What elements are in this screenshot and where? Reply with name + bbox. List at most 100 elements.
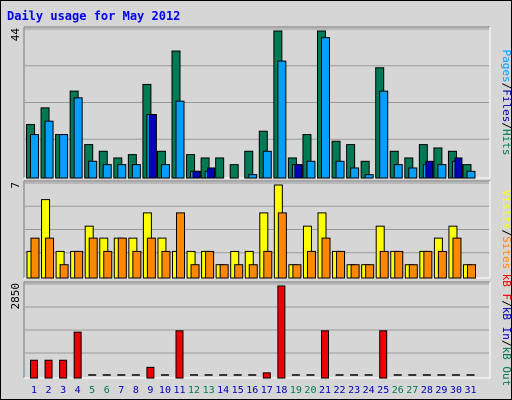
pages-bar xyxy=(294,164,303,179)
day-label: 29 xyxy=(435,385,447,396)
day-label: 20 xyxy=(304,385,316,396)
files-bar xyxy=(59,134,69,179)
day-label: 15 xyxy=(232,385,244,396)
files-bar xyxy=(175,100,185,179)
sites-bar xyxy=(277,212,287,279)
day-label: 12 xyxy=(188,385,200,396)
sites-bar xyxy=(117,237,127,279)
files-bar xyxy=(131,164,141,179)
files-bar xyxy=(88,160,98,179)
files-bar xyxy=(466,170,476,179)
day-label: 5 xyxy=(89,385,95,396)
sites-bar xyxy=(219,264,229,279)
sites-bar xyxy=(132,250,142,279)
day-label: 18 xyxy=(275,385,287,396)
files-bar xyxy=(364,174,374,179)
sites-bar xyxy=(423,250,433,279)
kbf-bar xyxy=(321,330,329,379)
files-bar xyxy=(73,97,83,179)
day-label: 9 xyxy=(147,385,153,396)
day-label: 30 xyxy=(450,385,462,396)
day-label: 4 xyxy=(75,385,81,396)
files-bar xyxy=(277,60,287,179)
day-label: 22 xyxy=(334,385,346,396)
axis-label-part: Visits xyxy=(500,190,511,230)
hits-axis-label: Pages/Files/Hits xyxy=(500,50,511,156)
axis-label-part: kB Out xyxy=(500,347,511,387)
pages-bar xyxy=(454,157,463,179)
sites-bar xyxy=(74,250,84,279)
files-bar xyxy=(437,164,447,179)
files-bar xyxy=(379,90,389,179)
sites-bar xyxy=(365,264,375,279)
day-label: 16 xyxy=(246,385,258,396)
sites-bar xyxy=(205,250,215,279)
sites-bar xyxy=(103,250,113,279)
axis-label-part: Pages xyxy=(500,50,511,83)
sites-bar xyxy=(379,250,389,279)
day-label: 2 xyxy=(46,385,52,396)
day-label: 26 xyxy=(392,385,404,396)
day-label: 8 xyxy=(133,385,139,396)
sites-bar xyxy=(437,250,447,279)
axis-label-part: / xyxy=(500,340,511,347)
sites-bar xyxy=(161,250,171,279)
files-bar xyxy=(30,134,39,179)
sites-bar xyxy=(88,237,98,279)
files-bar xyxy=(335,160,345,179)
files-bar xyxy=(44,120,54,179)
sites-bar xyxy=(394,250,404,279)
kbf-bar xyxy=(175,330,184,379)
day-label: 6 xyxy=(104,385,110,396)
hits-bar xyxy=(244,150,254,179)
sites-bar xyxy=(263,250,273,279)
kbytes-axis-label: kB F/kB In/kB Out xyxy=(500,274,511,387)
kbf-bar xyxy=(30,359,38,379)
day-label: 25 xyxy=(377,385,389,396)
sites-bar xyxy=(176,212,185,279)
chart-title: Daily usage for May 2012 xyxy=(7,9,181,23)
pages-bar xyxy=(148,114,157,179)
kbf-bar xyxy=(59,359,68,379)
kbf-bar xyxy=(379,330,388,379)
day-label: 31 xyxy=(464,385,476,396)
day-label: 7 xyxy=(118,385,124,396)
files-bar xyxy=(393,164,403,179)
hits-bar xyxy=(215,157,225,179)
day-label: 13 xyxy=(203,385,215,396)
axis-label-part: kB F xyxy=(500,274,511,301)
day-label: 21 xyxy=(319,385,331,396)
kbytes-ymax-label: 2850 xyxy=(9,283,22,310)
kbf-bar xyxy=(262,372,271,379)
kbf-bar xyxy=(146,366,155,379)
day-label: 1 xyxy=(31,385,37,396)
axis-label-part: Sites xyxy=(500,236,511,269)
visits-axis-label: Visits/Sites xyxy=(500,190,511,270)
day-label: 27 xyxy=(406,385,418,396)
day-label: 28 xyxy=(421,385,433,396)
axis-label-part: / xyxy=(500,122,511,129)
day-label: 10 xyxy=(159,385,171,396)
day-label: 14 xyxy=(217,385,229,396)
axis-label-part: / xyxy=(500,230,511,237)
day-label: 17 xyxy=(261,385,273,396)
sites-bar xyxy=(248,264,258,279)
sites-bar xyxy=(408,264,418,279)
sites-bar xyxy=(59,264,69,279)
axis-label-part: Files xyxy=(500,89,511,122)
files-bar xyxy=(306,160,316,179)
kbf-bar xyxy=(44,359,53,379)
axis-label-part: kB In xyxy=(500,307,511,340)
pages-bar xyxy=(207,167,216,179)
visits-ymax-label: 7 xyxy=(9,182,22,189)
files-bar xyxy=(408,167,418,179)
files-bar xyxy=(262,150,272,179)
day-label: 11 xyxy=(173,385,185,396)
kbf-bar xyxy=(73,331,82,379)
hits-ymax-label: 44 xyxy=(9,28,22,42)
sites-bar xyxy=(336,250,346,279)
day-label: 19 xyxy=(290,385,302,396)
files-bar xyxy=(117,164,127,179)
